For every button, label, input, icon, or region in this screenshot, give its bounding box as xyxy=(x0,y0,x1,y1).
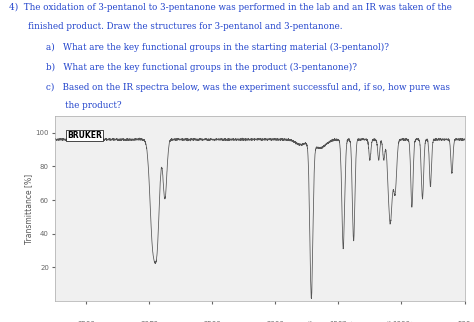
Y-axis label: Transmittance [%]: Transmittance [%] xyxy=(24,174,33,243)
Text: 1714.68: 1714.68 xyxy=(309,319,314,322)
Text: b)   What are the key functional groups in the product (3-pentanone)?: b) What are the key functional groups in… xyxy=(46,63,357,72)
Text: a)   What are the key functional groups in the starting material (3-pentanol)?: a) What are the key functional groups in… xyxy=(46,43,389,52)
Text: 1089.68: 1089.68 xyxy=(388,319,393,322)
Text: BRUKER: BRUKER xyxy=(67,131,102,140)
Text: the product?: the product? xyxy=(64,101,121,110)
Text: 917.68: 917.68 xyxy=(410,319,414,322)
Text: 4)  The oxidation of 3-pentanol to 3-pentanone was performed in the lab and an I: 4) The oxidation of 3-pentanol to 3-pent… xyxy=(9,3,452,12)
Text: 1379.57: 1379.57 xyxy=(351,319,356,322)
Text: 2971.98: 2971.98 xyxy=(150,319,155,322)
Text: c)   Based on the IR spectra below, was the experiment successful and, if so, ho: c) Based on the IR spectra below, was th… xyxy=(46,83,450,92)
Text: finished product. Draw the structures for 3-pentanol and 3-pentanone.: finished product. Draw the structures fo… xyxy=(28,22,342,31)
Text: 1461.84: 1461.84 xyxy=(341,319,346,322)
Text: 833.68: 833.68 xyxy=(420,319,425,322)
